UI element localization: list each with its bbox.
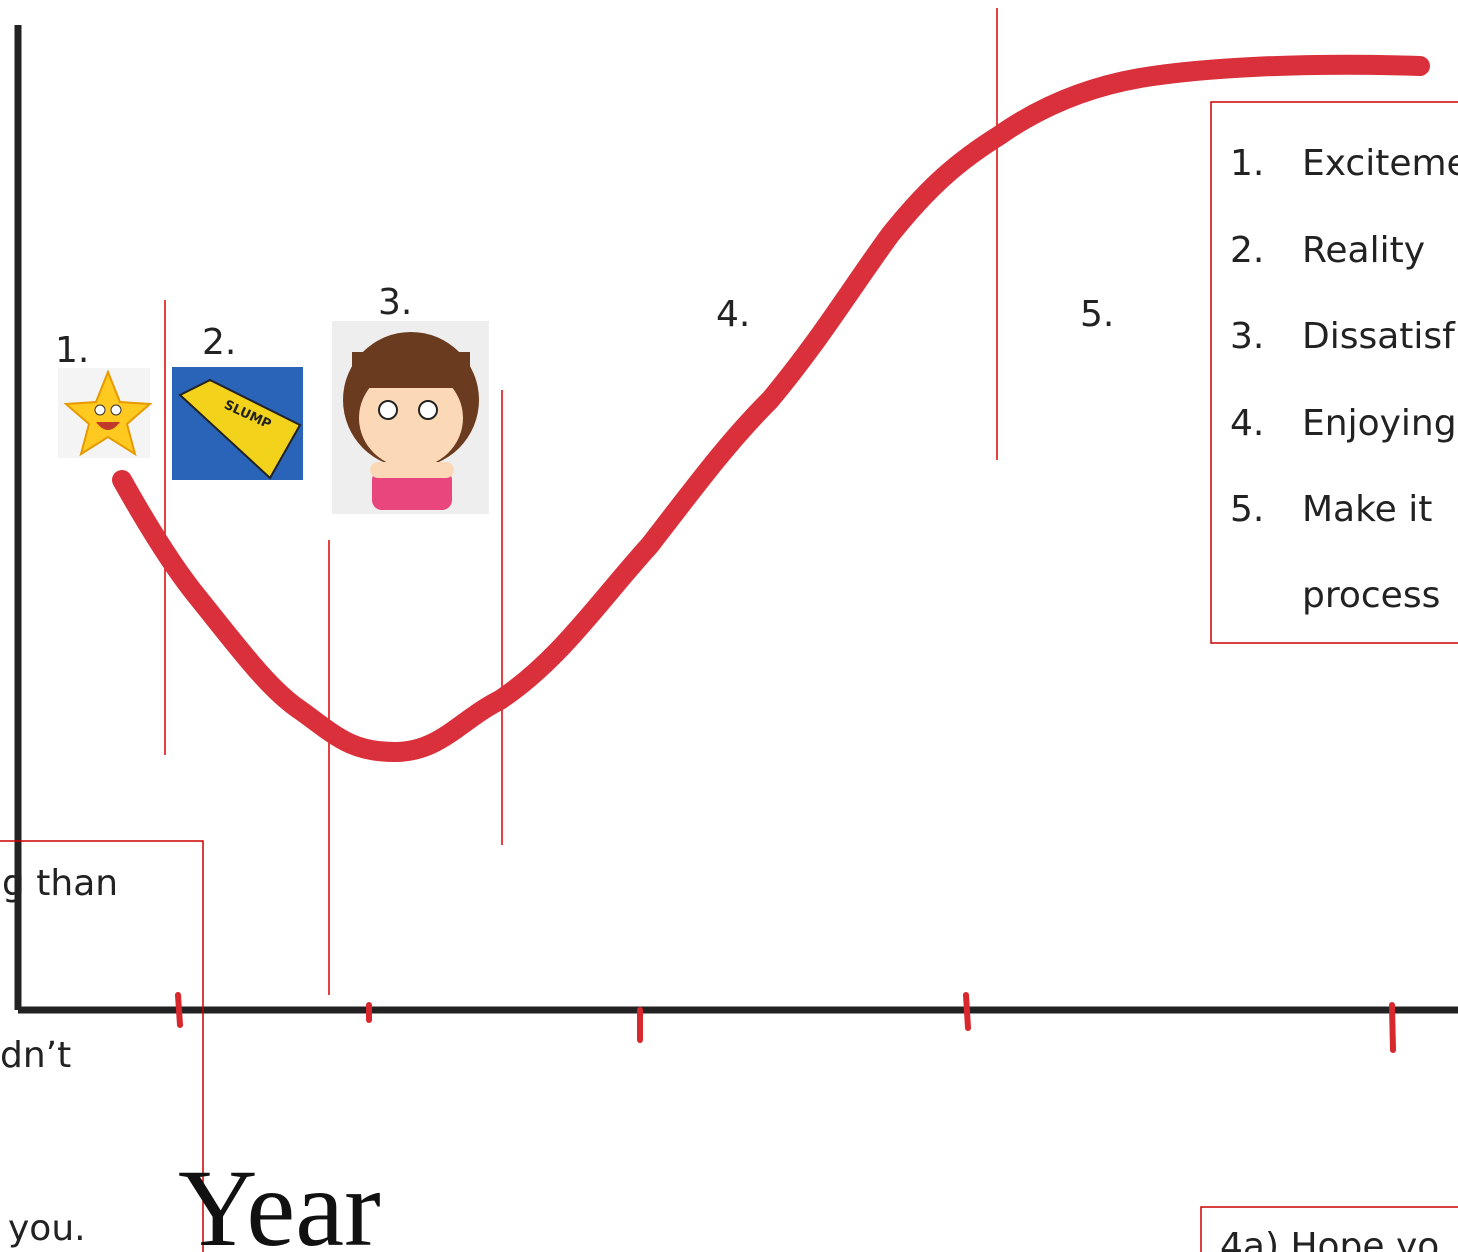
legend-text: process: [1302, 575, 1440, 616]
grumpy-icon: [332, 321, 489, 514]
stage-label: 1.: [55, 330, 89, 371]
bottom-box: [1200, 1206, 1458, 1252]
legend-number: 2.: [1230, 230, 1264, 271]
stage-dividers: [164, 8, 998, 995]
stage-label: 4.: [716, 294, 750, 335]
stage-label: 5.: [1080, 294, 1114, 335]
legend-number: 3.: [1230, 316, 1264, 357]
slump-icon: SLUMP: [172, 367, 303, 480]
axis-label: Year: [178, 1147, 381, 1252]
legend-text: Reality: [1302, 230, 1425, 271]
left-box: [0, 840, 204, 1252]
axis-ticks: [175, 992, 1396, 1053]
legend-number: 5.: [1230, 489, 1264, 530]
left-box-line: g than: [2, 863, 118, 904]
left-box-line: you.: [8, 1208, 86, 1249]
legend-text: Make it: [1302, 489, 1432, 530]
stage-label: 3.: [378, 282, 412, 323]
legend-items: 1. Exciteme 2. Reality 3. Dissatisf 4. E…: [1230, 143, 1458, 616]
left-box-line: dn’t: [0, 1035, 71, 1076]
bottom-box-text: 4a) Hope yo: [1220, 1226, 1439, 1252]
legend-number: 1.: [1230, 143, 1264, 184]
curve: [112, 54, 1430, 763]
legend-text: Dissatisf: [1302, 316, 1456, 357]
stage-label: 2.: [202, 322, 236, 363]
legend-text: Enjoying: [1302, 403, 1457, 444]
legend-text: Exciteme: [1302, 143, 1458, 184]
star-icon: [58, 368, 153, 458]
legend-box: [1210, 101, 1458, 644]
legend-number: 4.: [1230, 403, 1264, 444]
